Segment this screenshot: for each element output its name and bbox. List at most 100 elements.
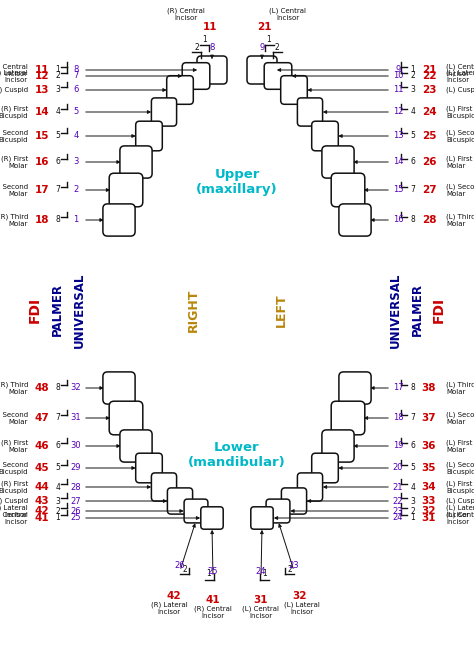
FancyBboxPatch shape	[103, 204, 135, 236]
FancyBboxPatch shape	[136, 121, 162, 151]
Text: 25: 25	[422, 131, 436, 141]
Text: 16: 16	[392, 215, 403, 225]
Text: 22: 22	[422, 71, 436, 81]
FancyBboxPatch shape	[167, 488, 192, 514]
Text: 21: 21	[257, 22, 271, 32]
Text: RIGHT: RIGHT	[186, 288, 200, 332]
Text: 28: 28	[422, 215, 436, 225]
Text: 29: 29	[71, 463, 81, 472]
FancyBboxPatch shape	[339, 372, 371, 404]
Text: 9: 9	[259, 43, 264, 53]
Text: 11: 11	[393, 86, 403, 95]
FancyBboxPatch shape	[322, 146, 354, 178]
FancyBboxPatch shape	[251, 507, 273, 529]
Text: 26: 26	[422, 157, 436, 167]
Text: 23: 23	[392, 506, 403, 515]
FancyBboxPatch shape	[281, 76, 307, 104]
FancyBboxPatch shape	[197, 56, 227, 84]
Text: (L) Second
Molar: (L) Second Molar	[446, 183, 474, 197]
Text: (R) First
Bicuspid: (R) First Bicuspid	[0, 480, 28, 494]
FancyBboxPatch shape	[167, 76, 193, 104]
Text: 2: 2	[55, 71, 60, 80]
Text: 45: 45	[35, 463, 49, 473]
FancyBboxPatch shape	[322, 430, 354, 462]
Text: 8: 8	[410, 384, 415, 393]
Text: (L) Cuspid: (L) Cuspid	[446, 87, 474, 93]
Text: 8: 8	[73, 66, 79, 75]
Text: 32: 32	[293, 591, 307, 601]
Text: 2: 2	[195, 42, 200, 51]
Text: 1: 1	[263, 570, 267, 578]
Text: 30: 30	[71, 441, 82, 450]
Text: 27: 27	[422, 185, 436, 195]
Text: 1: 1	[55, 513, 60, 522]
FancyBboxPatch shape	[184, 499, 208, 523]
FancyBboxPatch shape	[120, 430, 152, 462]
Text: (R) Cuspid: (R) Cuspid	[0, 498, 28, 504]
FancyBboxPatch shape	[247, 56, 277, 84]
Text: 48: 48	[35, 383, 49, 393]
Text: 32: 32	[71, 384, 82, 393]
Text: (R) Second
Bicuspid: (R) Second Bicuspid	[0, 461, 28, 475]
Text: 2: 2	[288, 565, 292, 574]
Text: 37: 37	[422, 413, 436, 423]
Text: 42: 42	[167, 591, 182, 601]
Text: 11: 11	[203, 22, 217, 32]
Text: 1: 1	[410, 66, 415, 75]
FancyBboxPatch shape	[103, 372, 135, 404]
Text: (L) Central
Incisor: (L) Central Incisor	[446, 511, 474, 525]
Text: 12: 12	[35, 71, 49, 81]
Text: 2: 2	[182, 565, 187, 574]
Text: (R) Central
Incisor: (R) Central Incisor	[0, 511, 28, 525]
Text: (R) Lateral
Incisor: (R) Lateral Incisor	[151, 601, 187, 615]
Text: 2: 2	[410, 71, 415, 80]
Text: 13: 13	[35, 85, 49, 95]
Text: PALMER: PALMER	[410, 284, 423, 336]
Text: 34: 34	[422, 482, 436, 492]
FancyBboxPatch shape	[312, 121, 338, 151]
Text: 21: 21	[393, 482, 403, 491]
FancyBboxPatch shape	[264, 63, 292, 90]
Text: 21: 21	[422, 65, 436, 75]
Text: (R) Third
Molar: (R) Third Molar	[0, 214, 28, 227]
Text: 15: 15	[393, 186, 403, 195]
FancyBboxPatch shape	[312, 453, 338, 483]
Text: 7: 7	[410, 186, 415, 195]
Text: 7: 7	[73, 71, 79, 80]
Text: Upper
(maxillary): Upper (maxillary)	[196, 168, 278, 196]
Text: 6: 6	[410, 158, 415, 167]
Text: 6: 6	[410, 441, 415, 450]
Text: 27: 27	[71, 496, 82, 506]
FancyBboxPatch shape	[182, 63, 210, 90]
Text: 8: 8	[55, 215, 60, 225]
Text: 41: 41	[206, 595, 220, 605]
Text: 28: 28	[71, 482, 82, 491]
Text: (R) First
Bicuspid: (R) First Bicuspid	[0, 105, 28, 119]
Text: 1: 1	[73, 215, 79, 225]
Text: 24: 24	[422, 107, 436, 117]
Text: (L) First
Bicuspid: (L) First Bicuspid	[446, 105, 474, 119]
Text: 26: 26	[71, 506, 82, 515]
Text: Lower
(mandibular): Lower (mandibular)	[188, 441, 286, 469]
Text: 17: 17	[392, 384, 403, 393]
Text: 31: 31	[71, 413, 82, 422]
Text: (R) Central
Incisor: (R) Central Incisor	[167, 7, 205, 21]
Text: (L) Second
Bicuspid: (L) Second Bicuspid	[446, 461, 474, 475]
Text: (L) Central
Incisor: (L) Central Incisor	[270, 7, 307, 21]
Text: 25: 25	[71, 513, 81, 522]
Text: UNIVERSAL: UNIVERSAL	[73, 273, 85, 348]
Text: 33: 33	[422, 496, 436, 506]
Text: (R) Second
Molar: (R) Second Molar	[0, 411, 28, 424]
Text: 31: 31	[422, 513, 436, 523]
Text: 2: 2	[410, 506, 415, 515]
Text: 46: 46	[35, 441, 49, 451]
Text: LEFT: LEFT	[274, 293, 288, 327]
Text: (R) Central
Incisor: (R) Central Incisor	[194, 606, 232, 618]
Text: 1: 1	[202, 36, 207, 45]
Text: 32: 32	[422, 506, 436, 516]
Text: 1: 1	[410, 513, 415, 522]
Text: (L) Second
Bicuspid: (L) Second Bicuspid	[446, 129, 474, 143]
Text: (R) Lateral
Incisor: (R) Lateral Incisor	[0, 69, 28, 83]
FancyBboxPatch shape	[339, 204, 371, 236]
Text: 5: 5	[410, 132, 415, 140]
